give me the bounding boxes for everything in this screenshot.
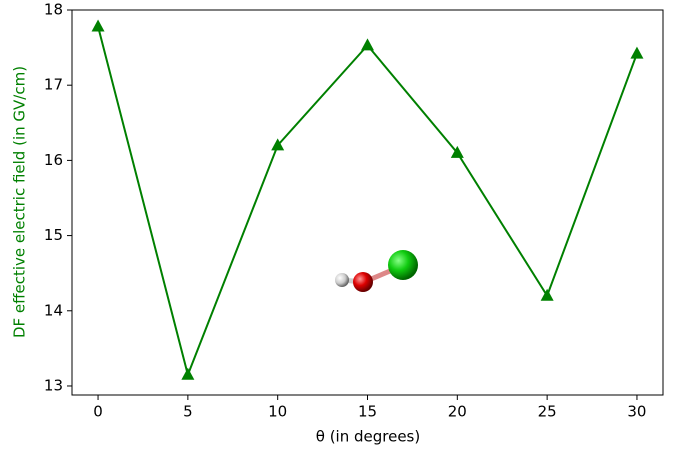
x-tick-label: 20 bbox=[448, 403, 467, 421]
x-tick-label: 0 bbox=[93, 403, 103, 421]
y-axis-label: DF effective electric field (in GV/cm) bbox=[11, 66, 29, 338]
x-tick-label: 25 bbox=[538, 403, 557, 421]
x-tick-label: 15 bbox=[358, 403, 377, 421]
y-tick-label: 18 bbox=[44, 1, 63, 19]
x-tick-label: 10 bbox=[268, 403, 287, 421]
data-point bbox=[92, 20, 105, 32]
x-axis-label: θ (in degrees) bbox=[316, 428, 420, 446]
plot-frame bbox=[72, 10, 663, 395]
data-point bbox=[630, 47, 643, 59]
y-tick-label: 14 bbox=[44, 301, 63, 319]
y-tick-label: 16 bbox=[44, 151, 63, 169]
data-point bbox=[541, 289, 554, 301]
y-tick-label: 15 bbox=[44, 226, 63, 244]
series-line bbox=[98, 27, 637, 375]
x-tick-label: 5 bbox=[183, 403, 193, 421]
y-tick-label: 13 bbox=[44, 376, 63, 394]
y-tick-label: 17 bbox=[44, 76, 63, 94]
molecule-illustration bbox=[335, 250, 418, 292]
data-point bbox=[181, 368, 194, 380]
chart: θ (in degrees) DF effective electric fie… bbox=[0, 0, 674, 453]
x-tick-label: 30 bbox=[627, 403, 646, 421]
data-point bbox=[361, 38, 374, 50]
